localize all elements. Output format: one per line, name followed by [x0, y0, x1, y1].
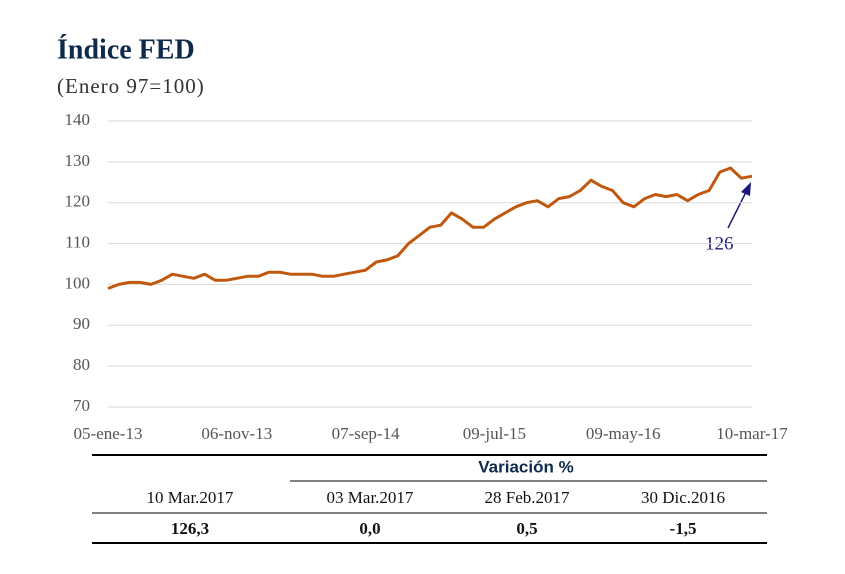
line	[107, 166, 753, 290]
chart-subtitle: (Enero 97=100)	[57, 74, 205, 98]
x-tick-label: 09-jul-15	[463, 424, 526, 443]
table-header: 03 Mar.2017	[327, 488, 414, 507]
y-tick-label: 140	[65, 110, 91, 129]
x-tick-label: 10-mar-17	[716, 424, 788, 443]
x-tick-label: 09-may-16	[586, 424, 661, 443]
y-tick-label: 110	[65, 232, 90, 251]
y-tick-label: 120	[65, 192, 91, 211]
x-tick-label: 06-nov-13	[201, 424, 272, 443]
y-tick-label: 130	[65, 151, 91, 170]
x-tick-label: 05-ene-13	[74, 424, 143, 443]
table-cell: 126,3	[171, 519, 209, 538]
y-tick-label: 70	[73, 396, 90, 415]
y-tick-label: 100	[65, 273, 91, 292]
table-header: 30 Dic.2016	[641, 488, 725, 507]
table-header: 28 Feb.2017	[485, 488, 571, 507]
x-tick-label: 07-sep-14	[332, 424, 400, 443]
table-cell: -1,5	[670, 519, 697, 538]
table-header: 10 Mar.2017	[147, 488, 234, 507]
annotation-arrow	[727, 189, 748, 229]
annotation-arrowhead	[741, 182, 751, 196]
table-cell: 0,5	[516, 519, 537, 538]
table-group-header: Variación %	[478, 457, 573, 476]
y-tick-label: 80	[73, 355, 90, 374]
y-tick-label: 90	[73, 314, 90, 333]
table-cell: 0,0	[359, 519, 380, 538]
chart-title: Índice FED	[57, 34, 195, 65]
